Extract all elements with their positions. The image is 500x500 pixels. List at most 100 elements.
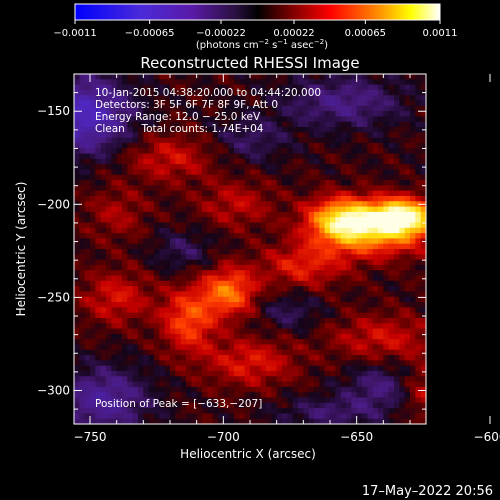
heatmap-cell	[154, 317, 160, 324]
heatmap-cell	[292, 408, 299, 414]
heatmap-cell	[303, 105, 310, 112]
heatmap-cell	[399, 386, 406, 393]
heatmap-cell	[84, 333, 91, 340]
heatmap-cell	[122, 275, 128, 282]
heatmap-cell	[276, 386, 283, 393]
heatmap-cell	[223, 397, 230, 404]
heatmap-cell	[351, 402, 358, 409]
heatmap-cell	[324, 386, 331, 393]
heatmap-cell	[74, 302, 80, 308]
heatmap-cell	[260, 418, 267, 425]
heatmap-cell	[218, 201, 224, 208]
heatmap-cell	[404, 402, 411, 409]
heatmap-cell	[271, 222, 278, 229]
heatmap-cell	[383, 381, 390, 388]
heatmap-cell	[106, 222, 112, 229]
heatmap-cell	[378, 185, 384, 192]
heatmap-cell	[346, 211, 352, 218]
heatmap-cell	[319, 153, 326, 160]
heatmap-cell	[346, 206, 352, 213]
heatmap-cell	[415, 392, 422, 399]
heatmap-cell	[324, 121, 331, 128]
heatmap-cell	[351, 84, 358, 91]
heatmap-cell	[111, 339, 118, 346]
heatmap-cell	[351, 365, 358, 372]
heatmap-cell	[212, 286, 219, 293]
heatmap-cell	[127, 328, 134, 335]
heatmap-cell	[356, 227, 363, 234]
heatmap-cell	[271, 344, 278, 351]
heatmap-cell	[410, 392, 416, 399]
heatmap-cell	[287, 185, 294, 192]
heatmap-cell	[132, 259, 139, 266]
heatmap-cell	[388, 158, 395, 165]
heatmap-cell	[170, 328, 176, 335]
heatmap-cell	[420, 148, 427, 155]
heatmap-cell	[202, 302, 208, 308]
heatmap-cell	[282, 355, 288, 361]
heatmap-cell	[79, 291, 86, 298]
heatmap-cell	[260, 370, 267, 377]
heatmap-cell	[79, 312, 86, 319]
heatmap-cell	[372, 227, 379, 234]
heatmap-cell	[202, 185, 208, 192]
heatmap-cell	[106, 376, 112, 383]
heatmap-cell	[351, 349, 358, 356]
heatmap-cell	[314, 254, 320, 261]
heatmap-cell	[223, 222, 230, 229]
heatmap-cell	[399, 259, 406, 266]
heatmap-cell	[276, 307, 283, 314]
heatmap-cell	[362, 333, 368, 340]
heatmap-cell	[372, 270, 379, 277]
heatmap-cell	[255, 259, 262, 266]
heatmap-cell	[239, 174, 246, 181]
heatmap-cell	[410, 270, 416, 277]
heatmap-cell	[138, 142, 144, 149]
heatmap-cell	[138, 132, 144, 139]
heatmap-cell	[415, 195, 422, 202]
heatmap-cell	[314, 127, 320, 133]
heatmap-cell	[202, 312, 208, 319]
heatmap-cell	[154, 365, 160, 372]
heatmap-cell	[404, 323, 411, 330]
heatmap-cell	[234, 238, 240, 245]
heatmap-cell	[154, 211, 160, 218]
heatmap-cell	[420, 418, 427, 425]
heatmap-cell	[90, 164, 96, 171]
heatmap-cell	[175, 127, 182, 133]
heatmap-cell	[159, 121, 166, 128]
heatmap-cell	[164, 100, 171, 107]
heatmap-cell	[138, 158, 144, 165]
heatmap-cell	[111, 180, 118, 186]
heatmap-cell	[378, 217, 384, 224]
heatmap-cell	[404, 259, 411, 266]
heatmap-cell	[378, 381, 384, 388]
heatmap-cell	[308, 174, 315, 181]
heatmap-cell	[340, 164, 347, 171]
heatmap-cell	[287, 180, 294, 186]
heatmap-cell	[95, 381, 102, 388]
heatmap-cell	[212, 116, 219, 123]
heatmap-cell	[239, 296, 246, 303]
heatmap-cell	[383, 418, 390, 425]
heatmap-cell	[228, 317, 235, 324]
heatmap-cell	[164, 206, 171, 213]
heatmap-cell	[367, 312, 374, 319]
heatmap-cell	[410, 333, 416, 340]
heatmap-cell	[303, 413, 310, 420]
heatmap-cell	[308, 127, 315, 133]
heatmap-cell	[404, 413, 411, 420]
heatmap-cell	[260, 105, 267, 112]
heatmap-cell	[303, 217, 310, 224]
heatmap-cell	[319, 360, 326, 367]
heatmap-cell	[164, 381, 171, 388]
heatmap-cell	[84, 89, 91, 96]
heatmap-cell	[164, 89, 171, 96]
heatmap-cell	[212, 386, 219, 393]
heatmap-cell	[74, 100, 80, 107]
heatmap-cell	[234, 105, 240, 112]
heatmap-cell	[95, 195, 102, 202]
heatmap-cell	[388, 211, 395, 218]
heatmap-cell	[340, 355, 347, 361]
heatmap-cell	[287, 195, 294, 202]
